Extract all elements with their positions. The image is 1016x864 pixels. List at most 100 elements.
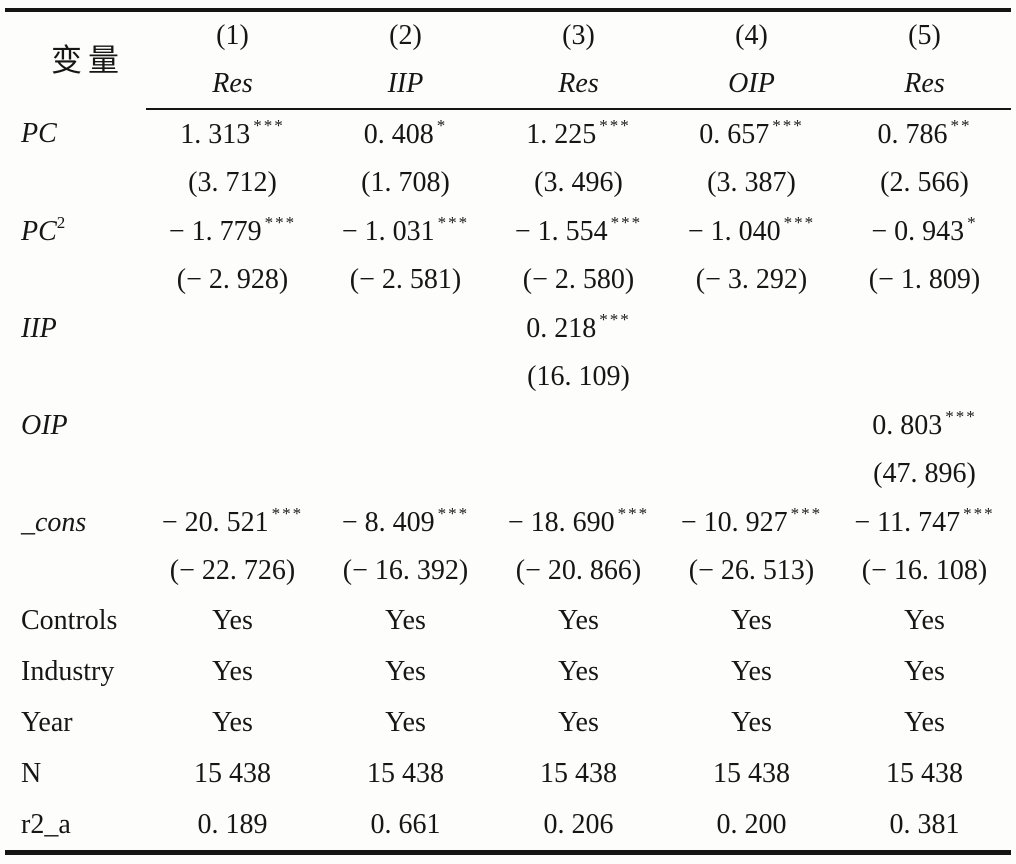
tstat-cell: (47. 896) [873, 458, 976, 489]
info-cell: 0. 189 [197, 808, 268, 840]
info-cell: 15 438 [367, 757, 444, 789]
tstat-row-pc: (3. 712) (1. 708) (3. 496) (3. 387) (2. … [5, 159, 1011, 207]
info-row-year: Year Yes Yes Yes Yes Yes [5, 697, 1011, 748]
coef-row-cons: _cons − 20. 521 *** − 8. 409 *** − 18. 690… [5, 498, 1011, 547]
row-label-oip: OIP [21, 409, 68, 441]
dep-var-1: Res [146, 60, 319, 110]
info-cell: Yes [558, 655, 599, 687]
tstat-cell: (2. 566) [880, 167, 969, 198]
tstat-cell: (− 16. 392) [342, 555, 469, 586]
coef-row-pc-squared: PC2 − 1. 779 *** − 1. 031 *** − 1. 554 *** … [5, 207, 1011, 256]
coef-cell: 0. 408 * [363, 115, 448, 150]
info-cell: Yes [904, 604, 945, 636]
significance-stars: *** [963, 503, 995, 523]
coef-cell [665, 401, 838, 450]
coef-cell: 1. 225 *** [526, 115, 631, 150]
coef-cell: − 10. 927 *** [680, 503, 823, 538]
significance-stars: *** [790, 503, 823, 523]
significance-stars: *** [253, 115, 285, 135]
dep-var-3: Res [492, 60, 665, 110]
info-row-controls: Controls Yes Yes Yes Yes Yes [5, 595, 1011, 646]
info-cell: 0. 200 [716, 808, 787, 840]
header-row-model-numbers: 变量 (1) (2) (3) (4) (5) [5, 10, 1011, 77]
info-cell: 15 438 [540, 757, 617, 789]
info-cell: Yes [558, 706, 599, 738]
variable-column-header: 变量 [51, 43, 125, 78]
coef-cell [319, 401, 492, 450]
info-cell: Yes [212, 655, 253, 687]
coef-cell: − 0. 943 * [871, 212, 978, 247]
dep-var-5: Res [838, 60, 1011, 110]
tstat-row-oip: (47. 896) [5, 450, 1011, 498]
row-label-industry: Industry [21, 655, 115, 687]
info-cell: Yes [731, 655, 772, 687]
coef-row-oip: OIP 0. 803 *** [5, 401, 1011, 450]
info-cell: 15 438 [194, 757, 271, 789]
model-number-3: (3) [562, 20, 595, 51]
info-cell: 0. 206 [543, 808, 614, 840]
tstat-row-iip: (16. 109) [5, 353, 1011, 401]
significance-stars: *** [599, 309, 631, 329]
coef-cell: 0. 786 ** [877, 115, 972, 150]
significance-stars: *** [599, 115, 631, 135]
row-label-r2a: r2_a [21, 808, 71, 840]
row-label-iip: IIP [21, 312, 57, 344]
row-label-year: Year [21, 706, 73, 738]
row-label-n: N [21, 757, 42, 789]
significance-stars: * [436, 115, 448, 135]
info-cell: Yes [731, 706, 772, 738]
info-cell: Yes [385, 706, 426, 738]
row-label-cons: _cons [21, 506, 87, 538]
info-cell: 0. 661 [370, 808, 441, 840]
tstat-cell: (1. 708) [361, 167, 450, 198]
significance-stars: ** [950, 115, 972, 135]
coef-cell [319, 304, 492, 353]
tstat-cell: (− 2. 581) [349, 264, 462, 295]
tstat-cell [665, 450, 838, 498]
info-row-n: N 15 438 15 438 15 438 15 438 15 438 [5, 748, 1011, 799]
tstat-cell: (− 26. 513) [688, 555, 815, 586]
row-label-pc-squared: PC2 [21, 212, 66, 247]
coef-cell [665, 304, 838, 353]
coef-cell: − 18. 690 *** [507, 503, 650, 538]
coef-cell: − 11. 747 *** [854, 503, 995, 538]
tstat-cell [319, 353, 492, 401]
tstat-cell [492, 450, 665, 498]
model-number-4: (4) [735, 20, 768, 51]
significance-stars: *** [437, 212, 470, 232]
tstat-cell: (− 20. 866) [515, 555, 642, 586]
tstat-cell [319, 450, 492, 498]
tstat-cell: (− 1. 809) [868, 264, 981, 295]
tstat-cell: (− 2. 580) [522, 264, 635, 295]
info-cell: Yes [558, 604, 599, 636]
significance-stars: *** [772, 115, 804, 135]
model-number-1: (1) [216, 20, 249, 51]
coef-cell: − 1. 031 *** [341, 212, 470, 247]
coef-cell [146, 401, 319, 450]
coef-cell: − 8. 409 *** [341, 503, 470, 538]
info-row-r2a: r2_a 0. 189 0. 661 0. 206 0. 200 0. 381 [5, 799, 1011, 853]
tstat-cell: (− 3. 292) [695, 264, 808, 295]
tstat-cell [146, 353, 319, 401]
tstat-cell: (3. 712) [188, 167, 277, 198]
coef-cell [492, 401, 665, 450]
tstat-row-cons: (− 22. 726) (− 16. 392) (− 20. 866) (− 2… [5, 547, 1011, 595]
info-cell: Yes [385, 604, 426, 636]
model-number-5: (5) [908, 20, 941, 51]
row-label-controls: Controls [21, 604, 118, 636]
info-cell: Yes [385, 655, 426, 687]
header-row-dependent-vars: Res IIP Res OIP Res [5, 60, 1011, 110]
tstat-row-pc-squared: (− 2. 928) (− 2. 581) (− 2. 580) (− 3. 2… [5, 256, 1011, 304]
info-row-industry: Industry Yes Yes Yes Yes Yes [5, 646, 1011, 697]
info-cell: 15 438 [886, 757, 963, 789]
coef-cell: − 20. 521 *** [161, 503, 304, 538]
info-cell: Yes [212, 604, 253, 636]
tstat-cell [838, 353, 1011, 401]
coef-cell [146, 304, 319, 353]
info-cell: 15 438 [713, 757, 790, 789]
info-cell: 0. 381 [889, 808, 960, 840]
significance-stars: *** [437, 503, 470, 523]
tstat-cell [146, 450, 319, 498]
coef-row-iip: IIP 0. 218 *** [5, 304, 1011, 353]
row-label-pc: PC [21, 118, 57, 149]
